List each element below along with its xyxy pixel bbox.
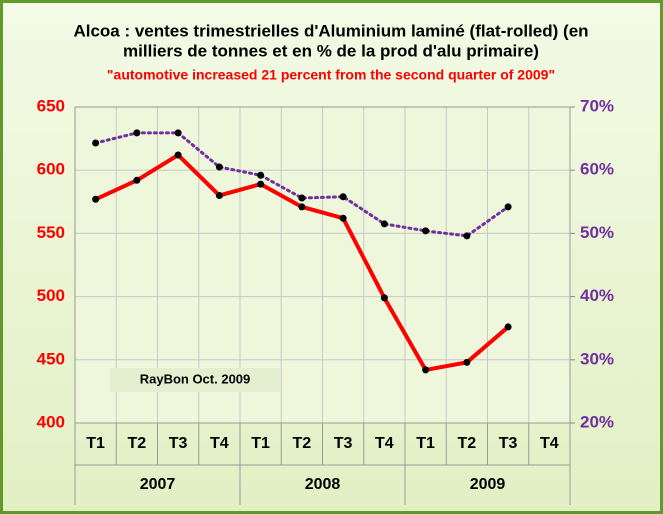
data-point <box>215 191 223 199</box>
data-point <box>504 203 512 211</box>
x-tick-label: T1 <box>86 435 105 452</box>
data-point <box>339 193 347 201</box>
data-point <box>92 139 100 147</box>
data-point <box>92 195 100 203</box>
y-tick-label: 450 <box>37 349 65 368</box>
x-tick-label: T3 <box>169 435 188 452</box>
series-line <box>94 131 510 238</box>
data-point <box>298 194 306 202</box>
x-tick-label: T4 <box>375 435 394 452</box>
y-tick-label: 500 <box>37 286 65 305</box>
annotation-box <box>110 368 280 392</box>
data-point <box>380 220 388 228</box>
annotation: RayBon Oct. 2009 <box>140 371 251 386</box>
x-group-label: 2008 <box>305 476 341 493</box>
data-point <box>215 163 223 171</box>
chart-subtitle: "automotive increased 21 percent from th… <box>107 67 555 83</box>
x-tick-label: T4 <box>210 435 229 452</box>
y2-tick-label: 20% <box>580 412 614 431</box>
x-tick-label: T1 <box>416 435 435 452</box>
data-point <box>174 151 182 159</box>
y2-tick-label: 70% <box>580 96 614 115</box>
x-tick-label: T2 <box>458 435 477 452</box>
data-point <box>422 227 430 235</box>
data-point <box>504 323 512 331</box>
x-tick-label: T3 <box>499 435 518 452</box>
y2-tick-label: 30% <box>580 349 614 368</box>
x-tick-label: T2 <box>128 435 147 452</box>
data-point <box>380 294 388 302</box>
data-point <box>133 176 141 184</box>
x-tick-label: T3 <box>334 435 353 452</box>
data-point <box>339 214 347 222</box>
chart-title: Alcoa : ventes trimestrielles d'Aluminiu… <box>73 21 588 40</box>
data-point <box>257 171 265 179</box>
y2-tick-label: 40% <box>580 286 614 305</box>
x-tick-label: T4 <box>540 435 559 452</box>
data-point <box>133 129 141 137</box>
data-point <box>298 203 306 211</box>
y-tick-label: 600 <box>37 160 65 179</box>
y2-tick-label: 60% <box>580 160 614 179</box>
x-tick-label: T2 <box>293 435 312 452</box>
data-point <box>257 180 265 188</box>
chart-title: milliers de tonnes et en % de la prod d'… <box>123 41 539 60</box>
y-tick-label: 650 <box>37 96 65 115</box>
data-point <box>463 358 471 366</box>
x-group-label: 2007 <box>140 476 176 493</box>
x-group-label: 2009 <box>470 476 506 493</box>
data-point <box>463 232 471 240</box>
y-tick-label: 550 <box>37 223 65 242</box>
data-point <box>174 129 182 137</box>
data-point <box>422 366 430 374</box>
y-tick-label: 400 <box>37 412 65 431</box>
y2-tick-label: 50% <box>580 223 614 242</box>
x-tick-label: T1 <box>251 435 270 452</box>
